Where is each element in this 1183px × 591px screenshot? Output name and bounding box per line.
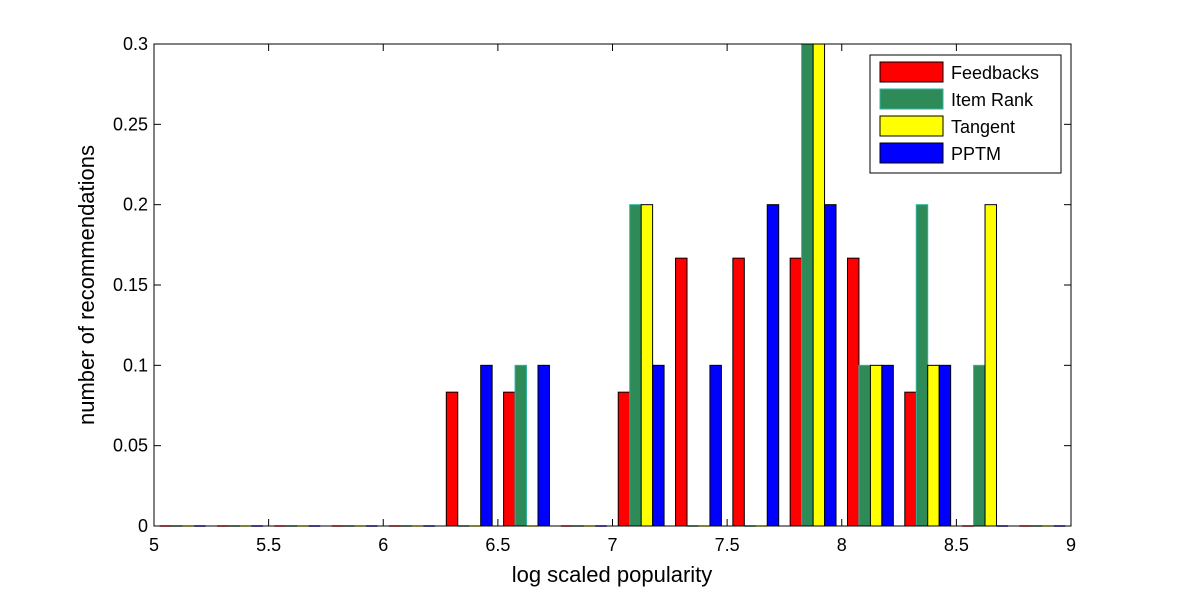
x-tick-label: 5.5 bbox=[256, 535, 281, 555]
bar-pptm bbox=[652, 364, 665, 527]
bar-pptm bbox=[480, 364, 493, 527]
bar-tangent bbox=[812, 43, 826, 527]
bar-pptm bbox=[709, 364, 722, 527]
bar-pptm bbox=[537, 364, 550, 527]
legend-swatch bbox=[879, 142, 944, 164]
y-tick-label: 0 bbox=[138, 516, 148, 536]
x-axis-ticks: 5 5.5 6 6.5 7 7.5 8 8.5 9 bbox=[149, 44, 1076, 555]
y-tick-label: 0.05 bbox=[113, 436, 148, 456]
bar-item-rank bbox=[629, 204, 642, 527]
bar-item-rank bbox=[915, 204, 929, 527]
legend-label: Feedbacks bbox=[951, 63, 1039, 83]
y-tick-label: 0.25 bbox=[113, 114, 148, 134]
bar-feedbacks bbox=[904, 391, 917, 527]
plot-frame bbox=[153, 43, 1072, 527]
x-tick-label: 9 bbox=[1066, 535, 1076, 555]
x-tick-label: 6.5 bbox=[485, 535, 510, 555]
x-tick-label: 7 bbox=[607, 535, 617, 555]
bar-pptm bbox=[824, 204, 837, 527]
bar-tangent bbox=[927, 364, 940, 527]
bar-tangent bbox=[869, 364, 883, 527]
bar-pptm bbox=[881, 364, 894, 527]
y-axis-title: number of recommendations bbox=[74, 145, 99, 425]
x-axis-title: log scaled popularity bbox=[512, 562, 713, 587]
y-tick-label: 0.2 bbox=[123, 195, 148, 215]
bar-feedbacks bbox=[503, 391, 516, 527]
x-tick-label: 7.5 bbox=[715, 535, 740, 555]
y-tick-label: 0.1 bbox=[123, 355, 148, 375]
x-tick-label: 5 bbox=[149, 535, 159, 555]
x-tick-label: 8.5 bbox=[944, 535, 969, 555]
legend-swatch bbox=[879, 61, 944, 83]
bar-item-rank bbox=[973, 364, 986, 527]
bar-pptm bbox=[766, 204, 780, 527]
legend-swatch bbox=[879, 115, 944, 137]
bar-tangent bbox=[640, 204, 654, 527]
x-tick-label: 6 bbox=[378, 535, 388, 555]
y-tick-label: 0.15 bbox=[113, 275, 148, 295]
bar-feedbacks bbox=[732, 257, 745, 527]
bar-pptm bbox=[938, 364, 952, 527]
legend-label: Tangent bbox=[951, 117, 1015, 137]
bar-tangent bbox=[984, 204, 997, 527]
bar-feedbacks bbox=[617, 391, 631, 527]
bar-feedbacks bbox=[789, 257, 803, 527]
y-axis-ticks: 0 0.05 0.1 0.15 0.2 0.25 0.3 bbox=[113, 34, 1071, 536]
legend-swatch bbox=[879, 88, 944, 110]
bar-item-rank bbox=[514, 364, 528, 527]
x-tick-label: 8 bbox=[837, 535, 847, 555]
bar-feedbacks bbox=[846, 257, 860, 527]
bar-feedbacks bbox=[445, 391, 459, 527]
legend-label: PPTM bbox=[951, 144, 1001, 164]
legend-label: Item Rank bbox=[951, 90, 1034, 110]
y-tick-label: 0.3 bbox=[123, 34, 148, 54]
legend: Feedbacks Item Rank Tangent PPTM bbox=[869, 54, 1062, 174]
bar-feedbacks bbox=[675, 257, 688, 527]
legend-items: Feedbacks Item Rank Tangent PPTM bbox=[879, 61, 1039, 164]
bar-item-rank bbox=[858, 364, 871, 527]
bar-item-rank bbox=[801, 43, 814, 527]
